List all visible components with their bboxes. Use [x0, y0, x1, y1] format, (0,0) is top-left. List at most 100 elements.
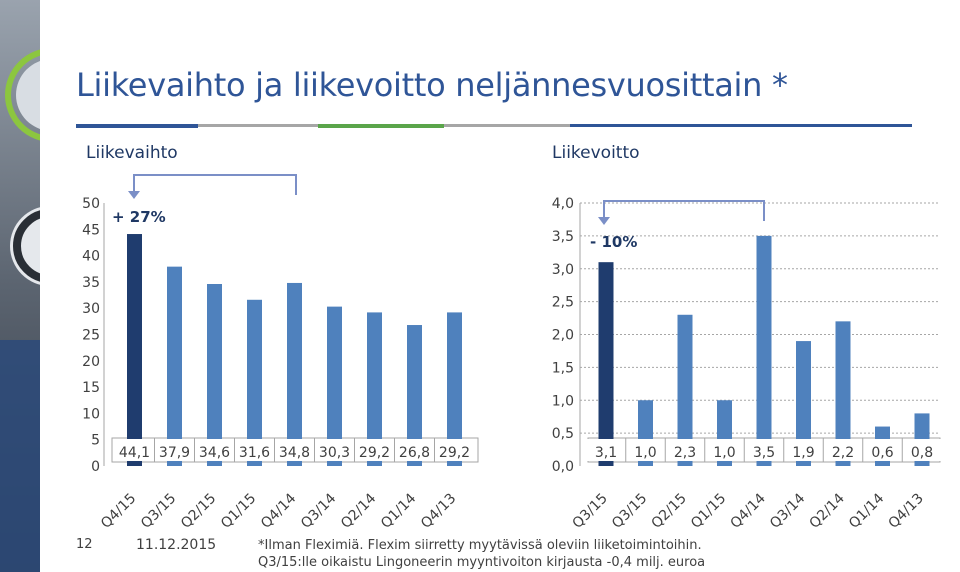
profit-data-label-cell: [626, 439, 665, 461]
profit-data-label: 1,0: [634, 445, 656, 461]
profit-arrow-head-icon: [598, 217, 610, 225]
revenue-data-label-cell: [195, 439, 234, 461]
revenue-y-tick-label: 45: [82, 222, 100, 238]
revenue-bar: [447, 312, 462, 466]
revenue-y-tick-label: 30: [82, 301, 100, 317]
profit-category-label: Q4/14: [727, 490, 768, 531]
profit-bar: [835, 321, 851, 466]
revenue-bar: [207, 284, 222, 466]
revenue-category-label: Q1/15: [218, 491, 259, 532]
profit-data-label: 1,9: [792, 445, 814, 461]
revenue-data-label-cell: [235, 439, 274, 461]
chart-title-operating-profit: Liikevoitto: [552, 143, 640, 163]
revenue-data-label: 34,6: [199, 445, 230, 461]
footnote-line-2: Q3/15:lle oikaistu Lingoneerin myyntivoi…: [258, 555, 706, 570]
revenue-bar: [127, 234, 142, 466]
revenue-category-label: Q3/14: [298, 490, 339, 531]
profit-data-label: 1,0: [713, 445, 735, 461]
profit-data-label: 3,5: [753, 445, 775, 461]
revenue-data-label-cell: [275, 439, 314, 461]
revenue-y-tick-label: 0: [91, 459, 100, 475]
profit-y-tick-label: 1,0: [552, 393, 574, 409]
revenue-bar: [367, 312, 382, 466]
profit-bar: [796, 341, 811, 466]
profit-y-tick-label: 0,0: [552, 459, 574, 475]
revenue-comparison-bracket: [133, 174, 297, 195]
slide-title: Liikevaihto ja liikevoitto neljännesvuos…: [76, 66, 788, 104]
revenue-bar: [327, 306, 342, 466]
revenue-data-label: 44,1: [119, 445, 150, 461]
profit-change-annotation: - 10%: [590, 233, 637, 251]
profit-data-label-cell: [784, 439, 823, 461]
profit-y-tick-label: 1,5: [552, 360, 574, 376]
profit-y-tick-label: 2,5: [552, 295, 574, 311]
revenue-data-label: 26,8: [399, 445, 430, 461]
revenue-data-label: 31,6: [239, 445, 270, 461]
revenue-data-label: 29,2: [359, 445, 390, 461]
revenue-y-tick-label: 15: [82, 380, 100, 396]
profit-y-tick-label: 0,5: [552, 426, 574, 442]
revenue-data-label: 37,9: [159, 445, 190, 461]
profit-y-tick-label: 3,0: [552, 262, 574, 278]
profit-comparison-bracket: [603, 200, 765, 221]
revenue-bar: [287, 282, 302, 466]
revenue-data-label-cell: [355, 439, 394, 461]
slide-date: 11.12.2015: [136, 537, 217, 553]
profit-y-tick-label: 2,0: [552, 328, 574, 344]
profit-data-label: 3,1: [595, 445, 617, 461]
page-number: 12: [76, 537, 93, 552]
profit-bar: [677, 314, 693, 466]
title-rule-blue: [76, 124, 198, 128]
revenue-arrow-head-icon: [128, 191, 140, 199]
revenue-y-tick-label: 40: [82, 249, 100, 265]
decorative-side-graphic: [0, 0, 40, 572]
revenue-data-label-cell: [155, 439, 194, 461]
profit-data-label: 2,3: [674, 445, 696, 461]
profit-category-label: Q2/14: [806, 490, 847, 531]
footnote-line-1: *Ilman Fleximiä. Flexim siirretty myytäv…: [258, 538, 702, 553]
revenue-data-label: 34,8: [279, 445, 310, 461]
title-rule-grey: [198, 124, 318, 127]
profit-data-label-cell: [666, 439, 704, 461]
revenue-y-tick-label: 25: [82, 328, 100, 344]
profit-category-label: Q1/15: [688, 491, 729, 532]
revenue-bar: [167, 266, 182, 466]
revenue-data-label-cell: [115, 439, 154, 461]
profit-bar: [598, 262, 614, 466]
profit-category-label: Q3/14: [767, 490, 808, 531]
revenue-category-label: Q2/14: [338, 490, 379, 531]
revenue-data-label: 29,2: [439, 445, 470, 461]
profit-category-label: Q4/13: [885, 491, 926, 532]
revenue-category-label: Q4/14: [258, 490, 299, 531]
profit-data-label-cell: [863, 439, 902, 461]
profit-data-label-cell: [587, 439, 625, 461]
revenue-y-tick-label: 10: [82, 406, 100, 422]
profit-data-label-cell: [824, 439, 862, 461]
profit-category-label: Q3/15: [569, 491, 610, 532]
profit-category-label: Q1/14: [846, 490, 887, 531]
title-rule-grey-2: [444, 124, 570, 127]
profit-y-tick-label: 4,0: [552, 196, 574, 212]
revenue-bar: [247, 299, 262, 466]
revenue-y-tick-label: 20: [82, 354, 100, 370]
profit-bar: [756, 235, 772, 466]
profit-data-label-cell: [705, 439, 744, 461]
revenue-data-label-cell: [435, 439, 474, 461]
revenue-data-label-cell: [315, 439, 354, 461]
profit-data-label: 0,8: [911, 445, 933, 461]
profit-category-label: Q3/15: [609, 491, 650, 532]
revenue-y-tick-label: 35: [82, 275, 100, 291]
chart-title-revenue: Liikevaihto: [86, 143, 178, 163]
title-rule-blue-2: [570, 124, 912, 127]
revenue-category-label: Q4/15: [98, 491, 139, 532]
revenue-category-label: Q3/15: [138, 491, 179, 532]
revenue-data-label: 30,3: [319, 445, 350, 461]
profit-data-label-cell: [745, 439, 783, 461]
title-rule-green: [318, 124, 444, 128]
profit-data-label-cell: [903, 439, 941, 461]
revenue-bar: [407, 325, 422, 466]
revenue-data-label-cell: [395, 439, 434, 461]
revenue-category-label: Q2/15: [178, 491, 219, 532]
profit-y-tick-label: 3,5: [552, 229, 574, 245]
